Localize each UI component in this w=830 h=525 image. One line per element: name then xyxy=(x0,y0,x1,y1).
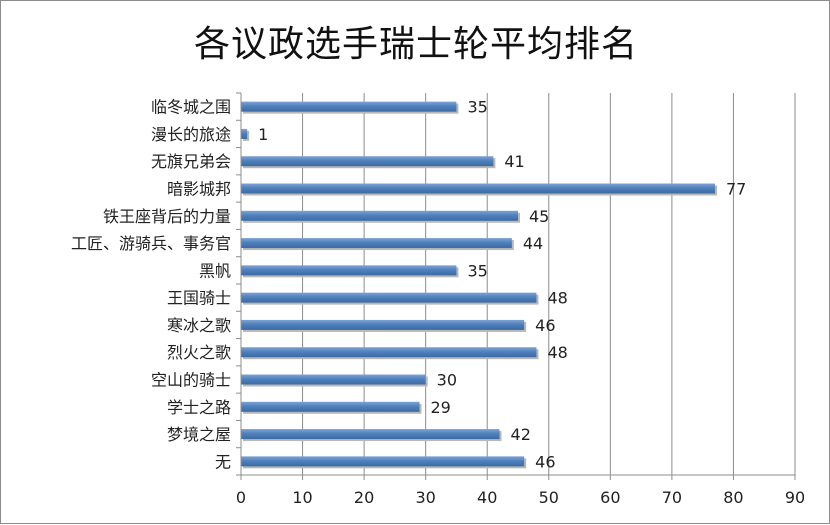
x-tick-label: 50 xyxy=(539,488,559,507)
bar-value-label: 46 xyxy=(535,316,555,335)
bar xyxy=(241,347,537,358)
bar xyxy=(241,210,518,221)
chart-title: 各议政选手瑞士轮平均排名 xyxy=(193,24,638,65)
bar-value-label: 35 xyxy=(467,261,487,280)
bar-value-label: 29 xyxy=(431,398,451,417)
y-category-label: 暗影城邦 xyxy=(167,180,231,199)
bar-value-label: 1 xyxy=(258,125,268,144)
bar-value-label: 35 xyxy=(467,98,487,117)
y-category-label: 铁王座背后的力量 xyxy=(103,207,231,226)
bar-value-label: 30 xyxy=(437,371,457,390)
y-category-label: 空山的骑士 xyxy=(151,371,231,390)
y-category-label: 学士之路 xyxy=(167,398,231,417)
y-category-label: 无 xyxy=(215,452,231,471)
bar xyxy=(241,101,457,112)
x-tick-label: 20 xyxy=(354,488,374,507)
x-tick-label: 10 xyxy=(292,488,312,507)
bar-value-label: 44 xyxy=(523,234,543,253)
bar xyxy=(241,183,715,194)
bar xyxy=(241,128,248,139)
x-tick-label: 60 xyxy=(600,488,620,507)
x-tick-label: 80 xyxy=(723,488,743,507)
y-category-label: 王国骑士 xyxy=(167,289,231,308)
bar xyxy=(241,238,512,249)
y-category-label: 漫长的旅途 xyxy=(151,125,231,144)
bar xyxy=(241,401,420,412)
bar-value-label: 48 xyxy=(547,289,567,308)
bar-value-label: 46 xyxy=(535,452,555,471)
y-category-label: 梦境之屋 xyxy=(167,425,231,444)
bar xyxy=(241,374,426,385)
bar xyxy=(241,156,494,167)
y-category-label: 临冬城之围 xyxy=(151,98,231,117)
bar-value-label: 48 xyxy=(547,343,567,362)
y-category-label: 工匠、游骑兵、事务官 xyxy=(71,234,231,253)
bar-value-label: 42 xyxy=(511,425,531,444)
bar-value-label: 41 xyxy=(504,152,524,171)
bar xyxy=(241,429,500,440)
bar xyxy=(241,265,457,276)
y-category-label: 黑帆 xyxy=(199,261,231,280)
y-category-label: 寒冰之歌 xyxy=(167,316,231,335)
bar xyxy=(241,319,525,330)
x-tick-label: 30 xyxy=(415,488,435,507)
bar-value-label: 77 xyxy=(726,180,746,199)
bar xyxy=(241,456,525,467)
bar-value-label: 45 xyxy=(529,207,549,226)
x-tick-label: 40 xyxy=(477,488,497,507)
x-tick-label: 0 xyxy=(236,488,246,507)
x-tick-label: 70 xyxy=(662,488,682,507)
y-category-label: 无旗兄弟会 xyxy=(151,152,231,171)
y-category-label: 烈火之歌 xyxy=(167,343,231,362)
x-tick-label: 90 xyxy=(785,488,805,507)
bar xyxy=(241,292,537,303)
